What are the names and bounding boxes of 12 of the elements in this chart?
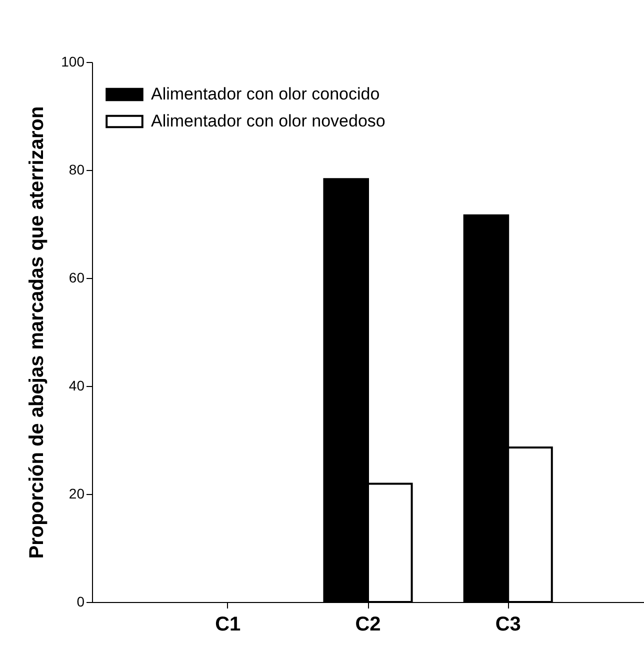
y-axis-title: Proporción de abejas marcadas que aterrizaron <box>26 106 48 559</box>
y-tick-label: 20 <box>68 486 85 502</box>
y-tick-label: 0 <box>76 594 85 610</box>
y-tick-label: 80 <box>68 162 85 178</box>
x-tick-label: C1 <box>215 614 241 636</box>
x-tick-label: C3 <box>495 614 521 636</box>
y-tick-label: 100 <box>61 54 85 70</box>
x-tick-label: C2 <box>355 614 381 636</box>
legend-label: Alimentador con olor conocido <box>151 84 380 104</box>
legend-label: Alimentador con olor novedoso <box>151 112 386 130</box>
y-tick-label: 60 <box>68 270 85 286</box>
y-tick-label: 40 <box>68 378 85 394</box>
